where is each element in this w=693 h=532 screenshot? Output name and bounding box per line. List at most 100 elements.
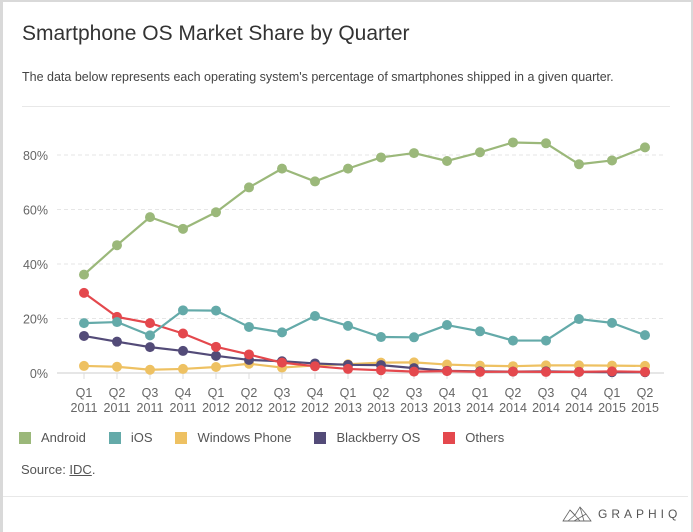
x-tick-label-year: 2014 xyxy=(532,401,560,415)
x-tick-label-year: 2013 xyxy=(367,401,395,415)
y-tick-label: 40% xyxy=(23,258,48,272)
x-tick-label-year: 2011 xyxy=(71,401,98,415)
data-point-windows-phone xyxy=(211,362,221,373)
y-tick-label: 60% xyxy=(23,204,48,218)
x-tick-label-quarter: Q3 xyxy=(274,386,291,400)
data-point-blackberry-os xyxy=(178,345,188,356)
legend-item-blackberry-os[interactable]: Blackberry OS xyxy=(314,430,420,445)
x-tick-label-year: 2014 xyxy=(499,401,527,415)
data-point-others xyxy=(574,366,584,377)
y-tick-label: 0% xyxy=(30,367,48,381)
data-point-ios xyxy=(178,305,188,316)
data-point-android xyxy=(508,137,518,148)
data-point-android xyxy=(244,182,254,193)
data-point-others xyxy=(79,287,89,298)
source-label: Source: xyxy=(21,462,70,477)
data-point-windows-phone xyxy=(145,364,155,375)
brand-name: GRAPHIQ xyxy=(598,507,682,521)
data-point-ios xyxy=(475,326,485,337)
series-line-windows-phone xyxy=(83,361,646,371)
data-point-ios xyxy=(508,335,518,346)
x-tick-label-year: 2012 xyxy=(235,401,263,415)
legend-swatch xyxy=(175,431,188,444)
x-tick-label-quarter: Q2 xyxy=(373,386,390,400)
data-point-ios xyxy=(442,320,452,331)
x-tick-label-year: 2011 xyxy=(104,401,131,415)
x-tick-label-quarter: Q3 xyxy=(538,386,555,400)
x-tick-label-quarter: Q2 xyxy=(241,386,258,400)
data-point-android xyxy=(112,240,122,251)
legend-swatch xyxy=(19,431,31,444)
data-point-android xyxy=(475,147,485,158)
data-point-ios xyxy=(277,327,287,338)
source-note: Source: IDC. xyxy=(21,462,95,477)
data-point-ios xyxy=(112,317,122,328)
x-tick-label-quarter: Q1 xyxy=(604,386,621,400)
source-link[interactable]: IDC xyxy=(69,462,92,477)
chart-legend: Android iOS Windows Phone Blackberry OS Othe… xyxy=(19,430,527,445)
data-point-others xyxy=(409,366,419,377)
x-tick-label-year: 2014 xyxy=(466,401,494,415)
data-point-others xyxy=(178,328,188,339)
data-point-android xyxy=(607,155,617,166)
data-point-android xyxy=(376,152,386,163)
data-point-ios xyxy=(310,311,320,322)
data-point-android xyxy=(277,163,287,174)
chart-card: Smartphone OS Market Share by Quarter Th… xyxy=(3,2,691,532)
data-point-ios xyxy=(607,317,617,328)
data-point-blackberry-os xyxy=(112,336,122,347)
data-point-blackberry-os xyxy=(211,350,221,361)
data-point-blackberry-os xyxy=(145,342,155,353)
footer-divider xyxy=(3,496,688,497)
legend-label: iOS xyxy=(130,430,153,445)
data-point-others xyxy=(376,365,386,376)
legend-item-windows-phone[interactable]: Windows Phone xyxy=(175,430,291,445)
x-tick-label-quarter: Q2 xyxy=(505,386,522,400)
data-point-ios xyxy=(79,318,89,329)
series-line-ios xyxy=(83,309,646,342)
series-line-others xyxy=(83,291,646,374)
legend-label: Windows Phone xyxy=(197,430,292,445)
graphiq-logo-icon xyxy=(562,506,592,522)
x-tick-label-year: 2011 xyxy=(170,401,197,415)
legend-swatch xyxy=(314,431,327,444)
legend-swatch xyxy=(443,431,456,444)
data-point-android xyxy=(145,212,155,223)
data-point-others xyxy=(277,357,287,368)
x-tick-label-quarter: Q4 xyxy=(175,386,192,400)
data-point-others xyxy=(442,366,452,377)
legend-item-others[interactable]: Others xyxy=(443,430,504,445)
data-point-android xyxy=(574,159,584,170)
x-tick-label-quarter: Q2 xyxy=(109,386,126,400)
series-line-android xyxy=(83,141,646,276)
x-tick-label-year: 2014 xyxy=(565,401,593,415)
x-tick-label-quarter: Q1 xyxy=(472,386,489,400)
x-tick-label-quarter: Q1 xyxy=(208,386,225,400)
y-tick-label: 20% xyxy=(23,313,48,327)
brand-logo[interactable]: GRAPHIQ xyxy=(562,505,681,523)
legend-item-ios[interactable]: iOS xyxy=(108,430,153,445)
data-point-android xyxy=(541,138,551,149)
x-tick-label-quarter: Q2 xyxy=(637,386,654,400)
data-point-android xyxy=(640,142,650,153)
x-tick-label-year: 2013 xyxy=(433,401,461,415)
page-title: Smartphone OS Market Share by Quarter xyxy=(22,22,410,45)
chart-subtitle: The data below represents each operating… xyxy=(22,70,614,84)
data-point-android xyxy=(79,269,89,280)
legend-item-android[interactable]: Android xyxy=(19,430,86,445)
y-tick-label: 80% xyxy=(23,149,48,163)
x-tick-label-year: 2013 xyxy=(400,401,428,415)
data-point-android xyxy=(178,223,188,234)
x-tick-label-year: 2012 xyxy=(268,401,296,415)
x-tick-label-year: 2011 xyxy=(137,401,164,415)
data-point-others xyxy=(475,366,485,377)
x-tick-label-quarter: Q4 xyxy=(571,386,588,400)
data-point-android xyxy=(343,163,353,174)
legend-label: Others xyxy=(465,430,505,445)
x-tick-label-quarter: Q1 xyxy=(340,386,357,400)
x-tick-label-quarter: Q1 xyxy=(76,386,93,400)
x-tick-label-quarter: Q3 xyxy=(142,386,159,400)
x-tick-label-year: 2012 xyxy=(301,401,329,415)
data-point-others xyxy=(640,366,650,377)
data-point-ios xyxy=(574,314,584,325)
